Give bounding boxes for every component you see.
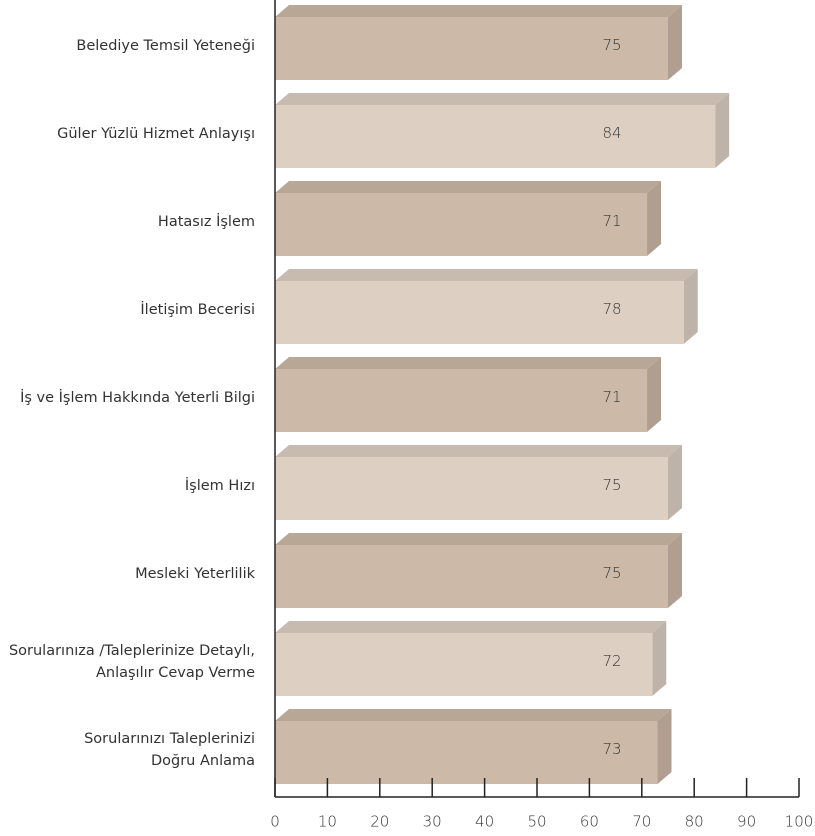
category-label: İletişim Becerisi (140, 301, 255, 318)
bar (275, 369, 648, 432)
value-label: 72 (602, 652, 621, 670)
bar-side (652, 621, 667, 696)
bar (275, 721, 658, 784)
bar-top (275, 181, 662, 193)
category-label: İş ve İşlem Hakkında Yeterli Bilgi (20, 389, 255, 406)
x-tick-label: 30 (423, 813, 442, 831)
bar-top (275, 5, 682, 17)
value-label: 84 (602, 124, 621, 142)
bar-side (657, 709, 672, 784)
x-tick-label: 100 (785, 813, 814, 831)
x-tick-label: 70 (632, 813, 651, 831)
category-label: Güler Yüzlü Hizmet Anlayışı (57, 125, 255, 142)
category-label: Sorularınıza /Taleplerinize Detaylı, Anl… (8, 642, 255, 681)
bar-top (275, 357, 662, 369)
x-tick-label: 40 (475, 813, 494, 831)
bar-top (275, 269, 698, 281)
x-tick-label: 60 (580, 813, 599, 831)
x-tick-label: 50 (527, 813, 546, 831)
bar-side (668, 5, 682, 80)
bar-side (683, 269, 698, 344)
value-label: 75 (602, 564, 621, 582)
category-label: Mesleki Yeterlilik (135, 565, 255, 582)
value-label: 75 (602, 476, 621, 494)
value-label: 78 (602, 300, 621, 318)
category-label: Sorularınızı Taleplerinizi Doğru Anlama (84, 730, 255, 769)
bar (275, 193, 648, 256)
category-label: İşlem Hızı (184, 477, 255, 494)
bar (275, 105, 716, 168)
x-tick-label: 90 (737, 813, 756, 831)
bar (275, 17, 668, 80)
x-tick-label: 10 (318, 813, 337, 831)
bar-top (275, 533, 682, 545)
category-label: Belediye Temsil Yeteneği (76, 37, 255, 54)
x-tick-label: 0 (270, 813, 280, 831)
bar-top (275, 445, 682, 457)
bar-side (668, 533, 682, 608)
bar-side (715, 93, 730, 168)
bar-side (647, 181, 662, 256)
bar (275, 545, 668, 608)
bar-top (275, 709, 672, 721)
bar-side (668, 445, 682, 520)
x-tick-label: 20 (370, 813, 389, 831)
bar (275, 633, 653, 696)
value-label: 71 (602, 388, 621, 406)
value-label: 75 (602, 36, 621, 54)
value-label: 73 (602, 740, 621, 758)
bar-top (275, 93, 730, 105)
bar (275, 457, 668, 520)
value-label: 71 (602, 212, 621, 230)
bar (275, 281, 684, 344)
bar-top (275, 621, 667, 633)
bar-side (647, 357, 662, 432)
category-label: Hatasız İşlem (157, 213, 255, 230)
x-tick-label: 80 (685, 813, 704, 831)
